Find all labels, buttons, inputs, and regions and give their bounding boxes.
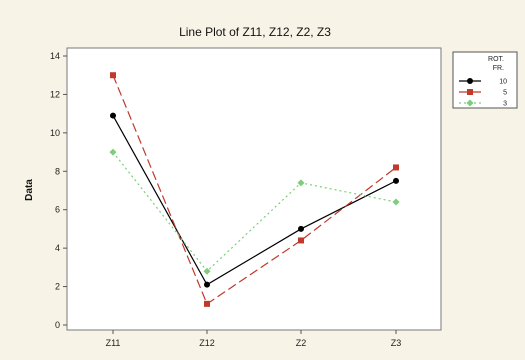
legend-label-3: 3: [503, 101, 507, 108]
legend-label-10: 10: [499, 79, 507, 86]
data-point: [204, 300, 210, 307]
data-point: [393, 164, 399, 171]
legend-title-line2: FR.: [493, 65, 504, 72]
y-tick-label: 4: [55, 243, 60, 253]
series-3: [109, 148, 400, 275]
series-line-5: [112, 74, 397, 305]
y-tick-label: 2: [55, 282, 60, 292]
legend-marker-10: [467, 78, 473, 84]
x-tick-label: Z2: [296, 338, 307, 348]
legend-marker-5: [467, 89, 473, 95]
series-layer: [109, 72, 400, 307]
legend-title-line1: ROT.: [488, 56, 504, 63]
x-tick-label: Z12: [199, 338, 215, 348]
series-line-3: [112, 151, 397, 273]
data-point: [298, 225, 304, 232]
plot-area: [66, 47, 442, 331]
y-axis-label: Data: [24, 179, 35, 201]
data-point: [110, 72, 116, 79]
data-point: [297, 179, 305, 187]
y-tick-label: 6: [55, 205, 60, 215]
y-tick-label: 8: [55, 166, 60, 176]
series-5: [110, 72, 399, 307]
data-point: [393, 177, 399, 184]
chart-title: Line Plot of Z11, Z12, Z2, Z3: [179, 25, 331, 39]
legend-box: [452, 51, 518, 109]
data-point: [203, 267, 211, 275]
series-line-10: [112, 115, 397, 286]
data-point: [204, 281, 210, 288]
y-tick-label: 14: [50, 51, 60, 61]
axes: 0 2 4 6 8 10 12 14 Z11 Z12 Z2 Z3: [50, 51, 401, 348]
y-tick-label: 10: [50, 128, 60, 138]
x-tick-label: Z3: [391, 338, 402, 348]
data-point: [110, 112, 116, 119]
legend-marker-3: [466, 99, 474, 107]
legend: ROT. FR. 10 5 3: [452, 51, 518, 109]
data-point: [392, 198, 400, 206]
series-10: [110, 112, 399, 288]
y-tick-label: 0: [55, 320, 60, 330]
y-tick-label: 12: [50, 89, 60, 99]
data-point: [109, 148, 117, 156]
data-point: [298, 237, 304, 244]
legend-label-5: 5: [503, 90, 507, 97]
x-tick-label: Z11: [106, 338, 121, 348]
